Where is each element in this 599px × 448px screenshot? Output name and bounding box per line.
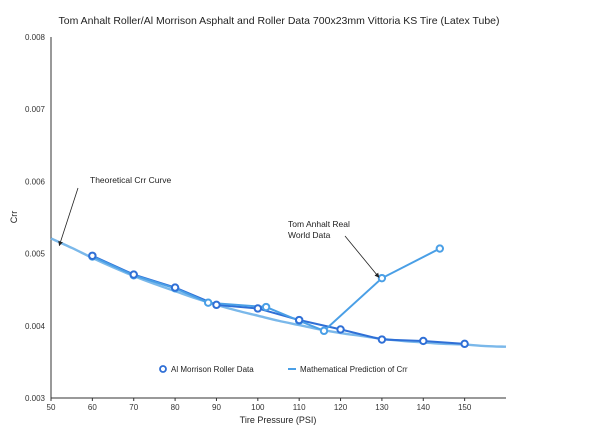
legend-al-marker — [159, 365, 167, 373]
chart-title: Tom Anhalt Roller/Al Morrison Asphalt an… — [58, 15, 499, 27]
annotation-theoretical: Theoretical Crr Curve — [58, 175, 172, 247]
series-layer — [50, 237, 507, 349]
x-tick-label: 120 — [334, 403, 348, 412]
annotation-tom-label-line-1: Tom Anhalt Real — [288, 219, 350, 229]
series-al-point — [294, 315, 304, 325]
x-tick-label: 110 — [293, 403, 306, 412]
y-tick-label: 0.007 — [25, 105, 46, 114]
y-tick-label: 0.006 — [25, 177, 46, 186]
series-al-point — [377, 335, 387, 344]
series-al-point — [170, 283, 180, 292]
x-tick-label: 140 — [417, 403, 431, 412]
series-al-point — [253, 304, 263, 313]
series-al-line — [91, 254, 465, 345]
series-al-point — [336, 325, 345, 334]
series-al-point — [129, 270, 138, 279]
x-tick-label: 70 — [129, 403, 138, 412]
series-theory-line — [50, 237, 507, 348]
series-al-point — [88, 251, 97, 260]
series-tom-point — [261, 302, 271, 312]
x-tick-label: 80 — [171, 403, 180, 412]
x-tick-label: 50 — [47, 403, 56, 412]
series-tom-point — [435, 244, 445, 253]
y-tick-labels: 0.003 0.004 0.005 0.006 0.007 0.008 — [25, 33, 46, 403]
x-tick-label: 130 — [375, 403, 389, 412]
annotation-tom: Tom Anhalt Real World Data — [288, 219, 380, 278]
legend-al-label: Al Morrison Roller Data — [171, 365, 254, 374]
x-axis-label: Tire Pressure (PSI) — [240, 415, 317, 425]
annotation-theoretical-label: Theoretical Crr Curve — [90, 175, 172, 185]
legend: Al Morrison Roller Data Mathematical Pre… — [159, 365, 408, 374]
x-tick-labels: 50 60 70 80 90 100 110 120 130 140 150 — [47, 398, 472, 412]
annotation-theoretical-arrow — [58, 187, 79, 247]
series-al-point — [419, 336, 428, 346]
x-tick-label: 100 — [251, 403, 265, 412]
series-al-point — [460, 339, 469, 349]
y-tick-label: 0.003 — [25, 394, 46, 403]
y-tick-label: 0.004 — [25, 322, 46, 331]
y-tick-label: 0.005 — [25, 250, 46, 259]
annotation-tom-label-line-2: World Data — [288, 230, 331, 240]
x-tick-label: 90 — [212, 403, 221, 412]
annotation-tom-arrow — [344, 235, 380, 278]
y-tick-label: 0.008 — [25, 33, 46, 42]
x-tick-label: 150 — [458, 403, 472, 412]
series-tom-point — [203, 298, 213, 307]
legend-theory-label: Mathematical Prediction of Crr — [300, 365, 408, 374]
series-tom-point — [319, 326, 329, 336]
series-tom-point — [377, 273, 387, 283]
x-tick-label: 60 — [88, 403, 97, 412]
y-axis-label: Crr — [9, 211, 19, 224]
series-al-point — [212, 300, 221, 310]
